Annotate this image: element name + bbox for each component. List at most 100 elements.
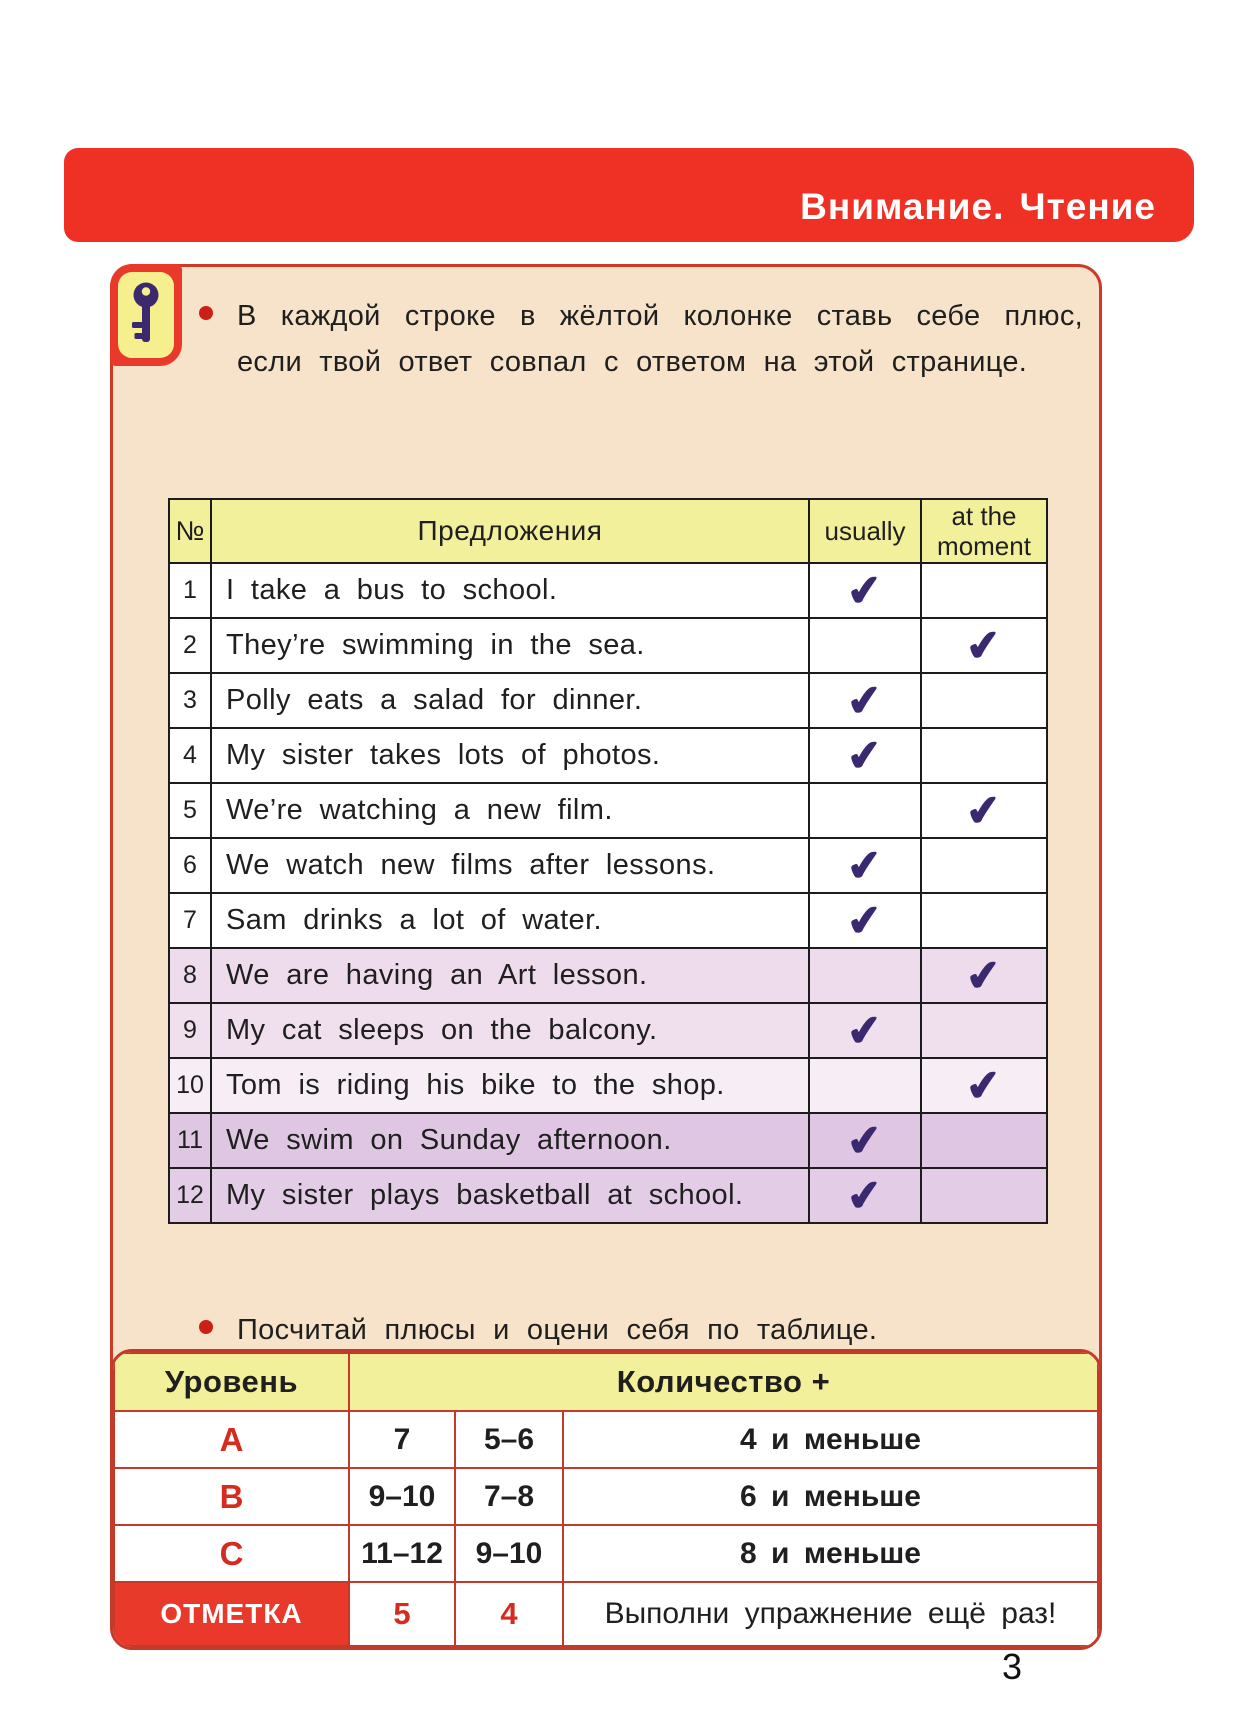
usually-cell: ✔	[808, 837, 922, 894]
table-row: 6 We watch new films after lessons. ✔	[168, 837, 1048, 894]
table-row: 5 We’re watching a new film. ✔	[168, 782, 1048, 839]
row-number: 11	[168, 1112, 212, 1169]
table-row: 8 We are having an Art lesson. ✔	[168, 947, 1048, 1004]
score-table: Уровень Количество + A 7 5–6 4 и меньше …	[110, 1349, 1102, 1650]
at-the-moment-cell: ✔	[920, 617, 1048, 674]
table-row: 4 My sister takes lots of photos. ✔	[168, 727, 1048, 784]
usually-cell: ✔	[808, 1167, 922, 1224]
at-the-moment-cell	[920, 562, 1048, 619]
score-header-row: Уровень Количество +	[113, 1352, 1099, 1412]
count-col-1: 9–10	[348, 1467, 456, 1526]
row-sentence: My cat sleeps on the balcony.	[210, 1002, 810, 1059]
key-icon-glyph	[132, 282, 159, 342]
bullet-icon	[199, 1320, 213, 1334]
mark-row: ОТМЕТКА 5 4 Выполни упражнение ещё раз!	[113, 1581, 1099, 1647]
table-row: 9 My cat sleeps on the balcony. ✔	[168, 1002, 1048, 1059]
at-the-moment-cell	[920, 1112, 1048, 1169]
mark-grade-5: 5	[348, 1581, 456, 1647]
score-row: C 11–12 9–10 8 и меньше	[113, 1524, 1099, 1583]
sentence-table: № Предложения usually at the moment 1 I …	[168, 498, 1048, 1224]
table-row: 2 They’re swimming in the sea. ✔	[168, 617, 1048, 674]
instruction-1-text: В каждой строке в жёлтой колонке ставь с…	[237, 300, 1083, 379]
instruction-2-text: Посчитай плюсы и оцени себя по таблице.	[237, 1314, 878, 1346]
row-number: 3	[168, 672, 212, 729]
row-number: 6	[168, 837, 212, 894]
row-sentence: We swim on Sunday afternoon.	[210, 1112, 810, 1169]
header-sentences: Предложения	[210, 498, 810, 564]
row-number: 5	[168, 782, 212, 839]
row-sentence: We watch new films after lessons.	[210, 837, 810, 894]
level-letter: A	[113, 1410, 350, 1469]
at-the-moment-cell	[920, 837, 1048, 894]
at-the-moment-cell	[920, 1002, 1048, 1059]
usually-cell	[808, 782, 922, 839]
count-col-1: 11–12	[348, 1524, 456, 1583]
mark-retry-text: Выполни упражнение ещё раз!	[562, 1581, 1099, 1647]
at-the-moment-cell	[920, 727, 1048, 784]
score-row: B 9–10 7–8 6 и меньше	[113, 1467, 1099, 1526]
content-box: В каждой строке в жёлтой колонке ставь с…	[110, 264, 1102, 1650]
row-number: 1	[168, 562, 212, 619]
count-col-1: 7	[348, 1410, 456, 1469]
usually-cell	[808, 617, 922, 674]
header-usually: usually	[808, 498, 922, 564]
row-number: 2	[168, 617, 212, 674]
row-number: 8	[168, 947, 212, 1004]
row-sentence: My sister plays basketball at school.	[210, 1167, 810, 1224]
count-col-2: 5–6	[454, 1410, 564, 1469]
header-at-the-moment: at the moment	[920, 498, 1048, 564]
section-banner: Внимание. Чтение	[64, 148, 1194, 242]
at-the-moment-cell: ✔	[920, 947, 1048, 1004]
table-row: 7 Sam drinks a lot of water. ✔	[168, 892, 1048, 949]
at-the-moment-cell: ✔	[920, 1057, 1048, 1114]
usually-cell: ✔	[808, 672, 922, 729]
instruction-1: В каждой строке в жёлтой колонке ставь с…	[199, 293, 1083, 386]
usually-cell: ✔	[808, 727, 922, 784]
row-sentence: Polly eats a salad for dinner.	[210, 672, 810, 729]
at-the-moment-cell	[920, 892, 1048, 949]
row-sentence: We are having an Art lesson.	[210, 947, 810, 1004]
count-col-3: 8 и меньше	[562, 1524, 1099, 1583]
table-row: 10 Tom is riding his bike to the shop. ✔	[168, 1057, 1048, 1114]
score-table-grid: Уровень Количество + A 7 5–6 4 и меньше …	[113, 1352, 1099, 1647]
row-sentence: Tom is riding his bike to the shop.	[210, 1057, 810, 1114]
score-table-body: A 7 5–6 4 и меньше B 9–10 7–8 6 и меньше…	[113, 1410, 1099, 1583]
header-num: №	[168, 498, 212, 564]
count-col-3: 6 и меньше	[562, 1467, 1099, 1526]
usually-cell: ✔	[808, 1002, 922, 1059]
count-col-2: 7–8	[454, 1467, 564, 1526]
count-col-3: 4 и меньше	[562, 1410, 1099, 1469]
key-badge	[110, 264, 182, 366]
row-number: 4	[168, 727, 212, 784]
table-row: 1 I take a bus to school. ✔	[168, 562, 1048, 619]
mark-label: ОТМЕТКА	[113, 1581, 350, 1647]
table-row: 11 We swim on Sunday afternoon. ✔	[168, 1112, 1048, 1169]
level-letter: B	[113, 1467, 350, 1526]
instruction-2: Посчитай плюсы и оцени себя по таблице.	[199, 1307, 1083, 1353]
usually-cell: ✔	[808, 1112, 922, 1169]
usually-cell: ✔	[808, 892, 922, 949]
mark-grade-4: 4	[454, 1581, 564, 1647]
banner-title: Внимание. Чтение	[800, 186, 1156, 227]
sentence-table-header-row: № Предложения usually at the moment	[168, 498, 1048, 564]
row-number: 9	[168, 1002, 212, 1059]
row-sentence: My sister takes lots of photos.	[210, 727, 810, 784]
at-the-moment-cell	[920, 1167, 1048, 1224]
at-the-moment-cell	[920, 672, 1048, 729]
count-col-2: 9–10	[454, 1524, 564, 1583]
level-letter: C	[113, 1524, 350, 1583]
table-row: 3 Polly eats a salad for dinner. ✔	[168, 672, 1048, 729]
row-number: 12	[168, 1167, 212, 1224]
bullet-icon	[199, 306, 213, 320]
score-row: A 7 5–6 4 и меньше	[113, 1410, 1099, 1469]
row-sentence: Sam drinks a lot of water.	[210, 892, 810, 949]
row-sentence: They’re swimming in the sea.	[210, 617, 810, 674]
at-the-moment-cell: ✔	[920, 782, 1048, 839]
row-sentence: We’re watching a new film.	[210, 782, 810, 839]
row-sentence: I take a bus to school.	[210, 562, 810, 619]
score-header-level: Уровень	[113, 1352, 350, 1412]
usually-cell	[808, 1057, 922, 1114]
key-icon	[118, 272, 174, 358]
page-number: 3	[1002, 1646, 1023, 1687]
usually-cell: ✔	[808, 562, 922, 619]
